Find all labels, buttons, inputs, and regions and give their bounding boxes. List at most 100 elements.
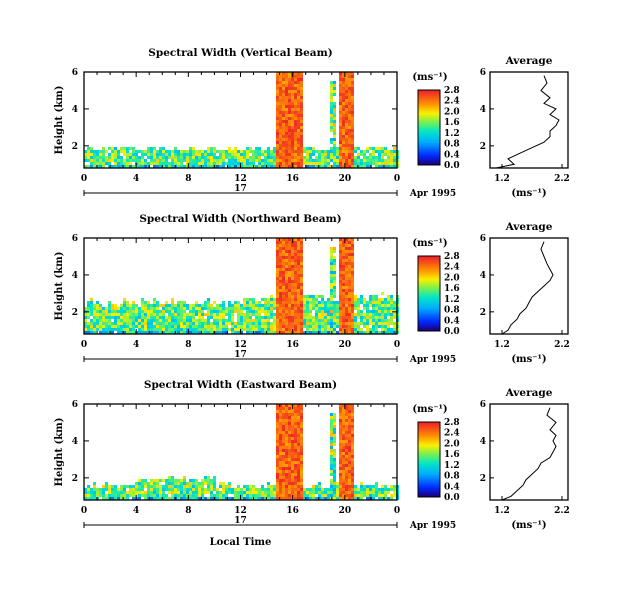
heatmap-cell: [285, 96, 288, 99]
heatmap-cell: [345, 75, 348, 78]
heatmap-cell: [300, 132, 303, 135]
heatmap-cell: [285, 150, 288, 153]
heatmap-cell: [138, 159, 141, 162]
heatmap-cell: [297, 419, 300, 422]
heatmap-cell: [117, 313, 120, 316]
heatmap-cell: [168, 313, 171, 316]
heatmap-cell: [339, 271, 342, 274]
heatmap-cell: [288, 325, 291, 328]
heatmap-cell: [138, 479, 141, 482]
heatmap-cell: [327, 150, 330, 153]
heatmap-cell: [102, 322, 105, 325]
heatmap-cell: [198, 331, 201, 334]
heatmap-cell: [237, 494, 240, 497]
heatmap-cell: [201, 479, 204, 482]
heatmap-cell: [207, 482, 210, 485]
heatmap-cell: [345, 440, 348, 443]
heatmap-cell: [288, 126, 291, 129]
heatmap-cell: [186, 319, 189, 322]
heatmap-cell: [150, 497, 153, 500]
heatmap-cells: [84, 238, 399, 334]
heatmap-cell: [240, 319, 243, 322]
heatmap-cell: [285, 319, 288, 322]
heatmap-cell: [99, 319, 102, 322]
heatmap-cell: [90, 304, 93, 307]
heatmap-cell: [291, 108, 294, 111]
heatmap-cell: [288, 141, 291, 144]
heatmap-cell: [228, 316, 231, 319]
heatmap-cell: [132, 159, 135, 162]
heatmap-cell: [195, 162, 198, 165]
heatmap-cell: [291, 138, 294, 141]
heatmap-cell: [141, 485, 144, 488]
heatmap-cell: [285, 141, 288, 144]
heatmap-cell: [327, 325, 330, 328]
heatmap-cell: [342, 244, 345, 247]
heatmap-cell: [276, 105, 279, 108]
heatmap-cell: [339, 141, 342, 144]
heatmap-cell: [183, 494, 186, 497]
heatmap-cell: [375, 491, 378, 494]
heatmap-cell: [213, 319, 216, 322]
heatmap-cell: [291, 307, 294, 310]
heatmap-cell: [198, 494, 201, 497]
heatmap-cell: [345, 473, 348, 476]
heatmap-cell: [348, 144, 351, 147]
heatmap-cell: [135, 304, 138, 307]
heatmap-cell: [288, 319, 291, 322]
heatmap-cell: [300, 470, 303, 473]
colorbar-swatch: [418, 284, 440, 287]
heatmap-cell: [195, 322, 198, 325]
heatmap-cell: [150, 325, 153, 328]
heatmap-cell: [375, 310, 378, 313]
heatmap-cell: [174, 310, 177, 313]
heatmap-cell: [168, 325, 171, 328]
heatmap-cell: [144, 307, 147, 310]
heatmap-cell: [300, 268, 303, 271]
heatmap-cell: [105, 322, 108, 325]
heatmap-cell: [243, 301, 246, 304]
colorbar-swatch: [418, 321, 440, 324]
heatmap-cell: [333, 135, 336, 138]
heatmap-cell: [372, 331, 375, 334]
heatmap-cell: [156, 316, 159, 319]
heatmap-cell: [150, 304, 153, 307]
heatmap-cell: [168, 322, 171, 325]
heatmap-cell: [198, 497, 201, 500]
heatmap-cell: [342, 274, 345, 277]
heatmap-cell: [285, 241, 288, 244]
heatmap-cell: [177, 482, 180, 485]
heatmap-cell: [303, 156, 306, 159]
heatmap-cell: [258, 494, 261, 497]
heatmap-cell: [351, 464, 354, 467]
heatmap-cell: [162, 162, 165, 165]
heatmap-cell: [345, 87, 348, 90]
heatmap-cell: [156, 488, 159, 491]
heatmap-cell: [108, 147, 111, 150]
heatmap-cell: [165, 304, 168, 307]
heatmap-cell: [258, 316, 261, 319]
heatmap-cell: [87, 494, 90, 497]
colorbar-swatch: [418, 302, 440, 306]
heatmap-cell: [276, 123, 279, 126]
heatmap-cell: [105, 482, 108, 485]
colorbar-swatch: [418, 259, 440, 263]
heatmap-cell: [174, 482, 177, 485]
heatmap-cell: [231, 328, 234, 331]
heatmap-cell: [351, 147, 354, 150]
heatmap-cell: [297, 105, 300, 108]
heatmap-cell: [279, 138, 282, 141]
heatmap-cell: [288, 114, 291, 117]
heatmap-cell: [285, 482, 288, 485]
heatmap-cell: [291, 434, 294, 437]
heatmap-cell: [117, 331, 120, 334]
heatmap-cell: [375, 150, 378, 153]
heatmap-cell: [141, 165, 144, 168]
heatmap-cell: [339, 464, 342, 467]
heatmap-cell: [297, 114, 300, 117]
heatmap-cell: [378, 150, 381, 153]
heatmap-cell: [366, 485, 369, 488]
heatmap-cell: [249, 488, 252, 491]
heatmap-cell: [222, 485, 225, 488]
heatmap-cell: [189, 307, 192, 310]
